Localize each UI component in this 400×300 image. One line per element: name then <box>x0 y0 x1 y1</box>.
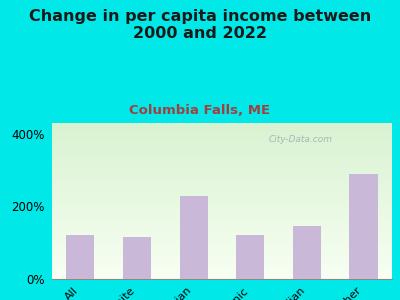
Bar <box>66 236 94 279</box>
Text: Change in per capita income between
2000 and 2022: Change in per capita income between 2000… <box>29 9 371 41</box>
Text: Columbia Falls, ME: Columbia Falls, ME <box>130 103 270 116</box>
Bar <box>350 174 378 279</box>
Bar <box>293 226 321 279</box>
Bar <box>180 196 208 279</box>
Text: City-Data.com: City-Data.com <box>268 136 332 145</box>
Bar <box>123 237 151 279</box>
Bar <box>236 236 264 279</box>
